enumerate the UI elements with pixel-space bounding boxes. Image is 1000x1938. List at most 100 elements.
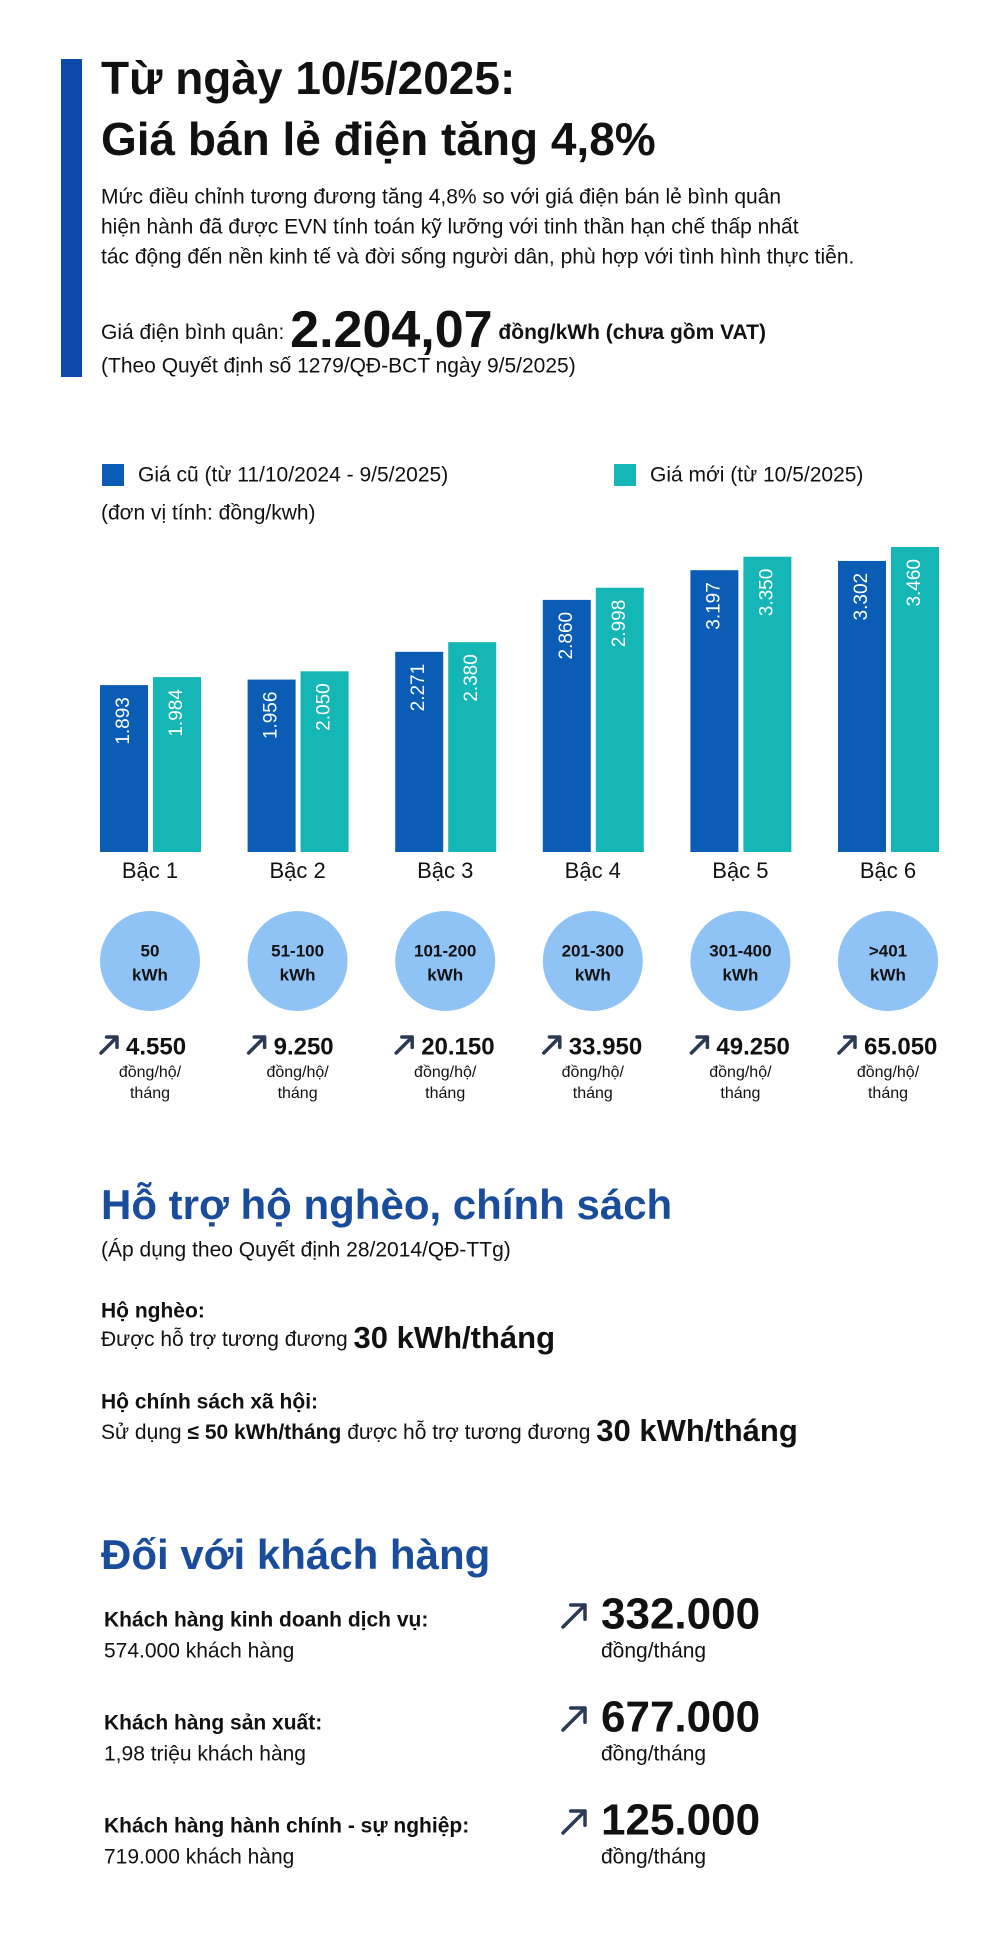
tier-unit: kWh bbox=[722, 965, 758, 984]
arrow-icon bbox=[246, 1035, 267, 1055]
tier-increase-unit: tháng bbox=[868, 1085, 908, 1102]
tier-circle bbox=[690, 911, 791, 1011]
category-label: Bậc 4 bbox=[565, 858, 621, 883]
threshold: ≤ 50 kWh/tháng bbox=[187, 1421, 341, 1444]
average-value: 2.204,07 bbox=[290, 301, 492, 359]
note: (Áp dụng theo Quyết định 28/2014/QĐ-TTg) bbox=[101, 1239, 511, 1262]
bar bbox=[100, 685, 148, 852]
value-label: 2.998 bbox=[609, 600, 630, 648]
value-label: 1.984 bbox=[166, 689, 187, 737]
unit-note: (đơn vị tính: đồng/kwh) bbox=[101, 502, 316, 525]
tier-range: 301-400 bbox=[709, 941, 771, 960]
value-label: 3.302 bbox=[851, 573, 872, 621]
customer-name: Khách hàng kinh doanh dịch vụ: bbox=[104, 1609, 428, 1632]
amount: 30 kWh/tháng bbox=[354, 1320, 556, 1355]
bar bbox=[395, 651, 444, 852]
support-line: Sử dụng ≤ 50 kWh/tháng được hỗ trợ tương… bbox=[101, 1413, 798, 1448]
value-label: 1.893 bbox=[113, 697, 134, 745]
tier-circle bbox=[100, 911, 200, 1011]
bar bbox=[690, 570, 739, 852]
bar bbox=[838, 560, 886, 852]
section-title: Đối với khách hàng bbox=[101, 1531, 490, 1578]
accent-bar bbox=[61, 59, 82, 377]
customer-unit: đồng/tháng bbox=[601, 1640, 706, 1663]
bar bbox=[542, 599, 591, 852]
source: (Theo Quyết định số 1279/QĐ-BCT ngày 9/5… bbox=[101, 355, 576, 378]
tier-increase-unit: tháng bbox=[130, 1085, 170, 1102]
tier-increase-unit: tháng bbox=[278, 1085, 318, 1102]
tier-range: 101-200 bbox=[414, 941, 476, 960]
arrow-icon bbox=[561, 1809, 587, 1835]
value-label: 3.350 bbox=[756, 569, 777, 617]
customer-increase: 332.000 bbox=[601, 1590, 760, 1639]
text: được hỗ trợ tương đương bbox=[347, 1421, 590, 1444]
tier-range: 50 bbox=[141, 941, 160, 960]
tier-unit: kWh bbox=[280, 965, 316, 984]
description: tác động đến nền kinh tế và đời sống ngư… bbox=[101, 246, 854, 269]
label: Hộ chính sách xã hội: bbox=[101, 1391, 318, 1414]
category-label: Bậc 1 bbox=[122, 858, 178, 883]
tier-circle bbox=[838, 911, 938, 1011]
value-label: 2.380 bbox=[461, 654, 482, 702]
category-label: Bậc 5 bbox=[712, 858, 768, 883]
value-label: 2.271 bbox=[408, 664, 429, 712]
bar bbox=[743, 556, 792, 852]
customer-increase: 677.000 bbox=[601, 1693, 760, 1742]
average-label: Giá điện bình quân: bbox=[101, 321, 284, 344]
tier-circle bbox=[395, 911, 496, 1011]
text: Sử dụng bbox=[101, 1421, 182, 1444]
tier-increase-unit: đồng/hộ/ bbox=[857, 1064, 920, 1081]
text: Được hỗ trợ tương đương bbox=[101, 1328, 348, 1351]
tier-increase-unit: đồng/hộ/ bbox=[266, 1064, 329, 1081]
tier-increase: 65.050 bbox=[864, 1033, 937, 1060]
tier-increase: 9.250 bbox=[274, 1033, 334, 1060]
value-label: 3.197 bbox=[703, 582, 724, 630]
bar bbox=[247, 679, 296, 852]
tier-increase: 4.550 bbox=[126, 1033, 186, 1060]
bar bbox=[153, 677, 201, 852]
value-label: 2.050 bbox=[314, 683, 335, 731]
section-title: Hỗ trợ hộ nghèo, chính sách bbox=[101, 1180, 672, 1228]
customer-name: Khách hàng hành chính - sự nghiệp: bbox=[104, 1815, 469, 1838]
title: Từ ngày 10/5/2025: bbox=[101, 52, 515, 104]
value-label: 2.860 bbox=[556, 612, 577, 660]
legend-label: Giá mới (từ 10/5/2025) bbox=[650, 464, 863, 487]
bar bbox=[595, 587, 644, 852]
description: hiện hành đã được EVN tính toán kỹ lưỡng… bbox=[101, 216, 799, 239]
tier-increase-unit: đồng/hộ/ bbox=[414, 1064, 477, 1081]
legend-label: Giá cũ (từ 11/10/2024 - 9/5/2025) bbox=[138, 464, 448, 487]
tier-unit: kWh bbox=[870, 965, 906, 984]
tier-increase-unit: tháng bbox=[720, 1085, 760, 1102]
average-unit: đồng/kWh (chưa gồm VAT) bbox=[498, 321, 766, 344]
arrow-icon bbox=[394, 1035, 414, 1055]
tier-increase: 49.250 bbox=[716, 1033, 789, 1060]
arrow-icon bbox=[837, 1035, 857, 1055]
category-label: Bậc 3 bbox=[417, 858, 473, 883]
tier-increase-unit: đồng/hộ/ bbox=[562, 1064, 625, 1081]
legend-swatch bbox=[614, 464, 636, 486]
tier-increase-unit: tháng bbox=[573, 1085, 613, 1102]
tier-range: >401 bbox=[869, 941, 907, 960]
category-label: Bậc 6 bbox=[860, 858, 916, 883]
tier-unit: kWh bbox=[132, 965, 168, 984]
tier-increase-unit: đồng/hộ/ bbox=[709, 1064, 772, 1081]
tier-range: 51-100 bbox=[271, 941, 324, 960]
category-label: Bậc 2 bbox=[269, 858, 325, 883]
arrow-icon bbox=[99, 1035, 119, 1055]
customer-count: 719.000 khách hàng bbox=[104, 1846, 294, 1869]
description: Mức điều chỉnh tương đương tăng 4,8% so … bbox=[101, 186, 781, 209]
tier-increase: 20.150 bbox=[421, 1033, 494, 1060]
bar bbox=[448, 642, 497, 852]
tier-unit: kWh bbox=[427, 965, 463, 984]
tier-increase: 33.950 bbox=[569, 1033, 642, 1060]
title: Giá bán lẻ điện tăng 4,8% bbox=[101, 113, 656, 165]
arrow-icon bbox=[542, 1035, 562, 1055]
customer-name: Khách hàng sản xuất: bbox=[104, 1712, 322, 1735]
tier-increase-unit: đồng/hộ/ bbox=[119, 1064, 182, 1081]
value-label: 3.460 bbox=[904, 559, 925, 607]
tier-circle bbox=[247, 911, 348, 1011]
bar bbox=[300, 671, 349, 852]
customer-unit: đồng/tháng bbox=[601, 1743, 706, 1766]
customer-count: 1,98 triệu khách hàng bbox=[104, 1743, 306, 1766]
